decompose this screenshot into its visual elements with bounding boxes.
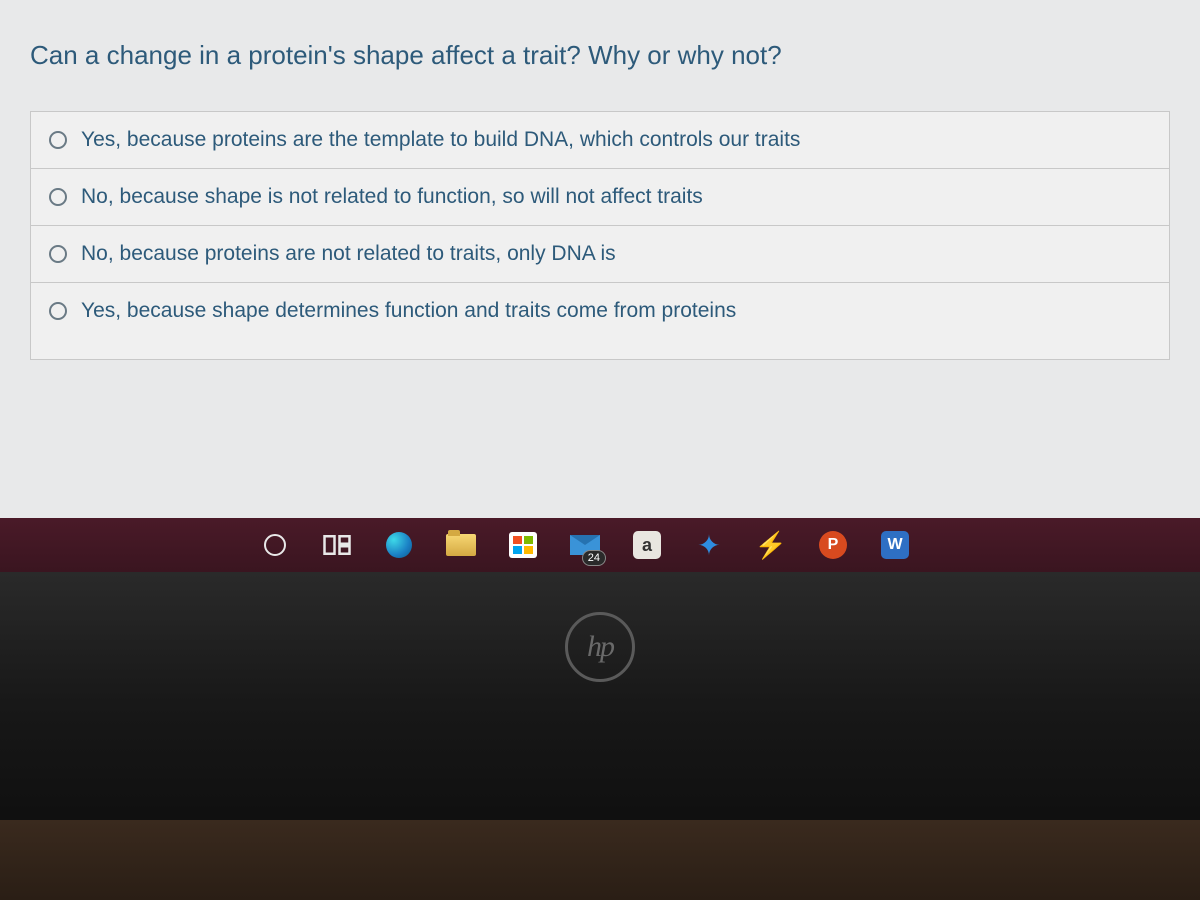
- word-icon[interactable]: W: [880, 530, 910, 560]
- amazon-icon[interactable]: a: [632, 530, 662, 560]
- radio-icon[interactable]: [49, 131, 67, 149]
- quiz-screen: Can a change in a protein's shape affect…: [0, 0, 1200, 520]
- edge-browser-icon[interactable]: [384, 530, 414, 560]
- desk-surface: [0, 820, 1200, 900]
- option-label: No, because shape is not related to func…: [81, 185, 703, 209]
- option-label: No, because proteins are not related to …: [81, 242, 616, 266]
- option-row[interactable]: No, because shape is not related to func…: [31, 169, 1169, 226]
- lightning-app-icon[interactable]: ⚡: [756, 530, 786, 560]
- question-text: Can a change in a protein's shape affect…: [30, 40, 1170, 111]
- radio-icon[interactable]: [49, 302, 67, 320]
- cortana-icon[interactable]: [260, 530, 290, 560]
- mail-badge: 24: [582, 550, 606, 566]
- microsoft-store-icon[interactable]: [508, 530, 538, 560]
- options-list: Yes, because proteins are the template t…: [30, 111, 1170, 360]
- file-explorer-icon[interactable]: [446, 530, 476, 560]
- option-row[interactable]: Yes, because shape determines function a…: [31, 283, 1169, 359]
- windows-taskbar: 24 a ✦ ⚡ P W: [0, 518, 1200, 572]
- option-row[interactable]: No, because proteins are not related to …: [31, 226, 1169, 283]
- task-view-icon[interactable]: [322, 530, 352, 560]
- option-row[interactable]: Yes, because proteins are the template t…: [31, 112, 1169, 169]
- radio-icon[interactable]: [49, 245, 67, 263]
- hp-logo-icon: hp: [565, 612, 635, 682]
- mail-icon[interactable]: 24: [570, 530, 600, 560]
- option-label: Yes, because proteins are the template t…: [81, 128, 800, 152]
- dropbox-icon[interactable]: ✦: [694, 530, 724, 560]
- radio-icon[interactable]: [49, 188, 67, 206]
- option-label: Yes, because shape determines function a…: [81, 299, 736, 323]
- app-p-icon[interactable]: P: [818, 530, 848, 560]
